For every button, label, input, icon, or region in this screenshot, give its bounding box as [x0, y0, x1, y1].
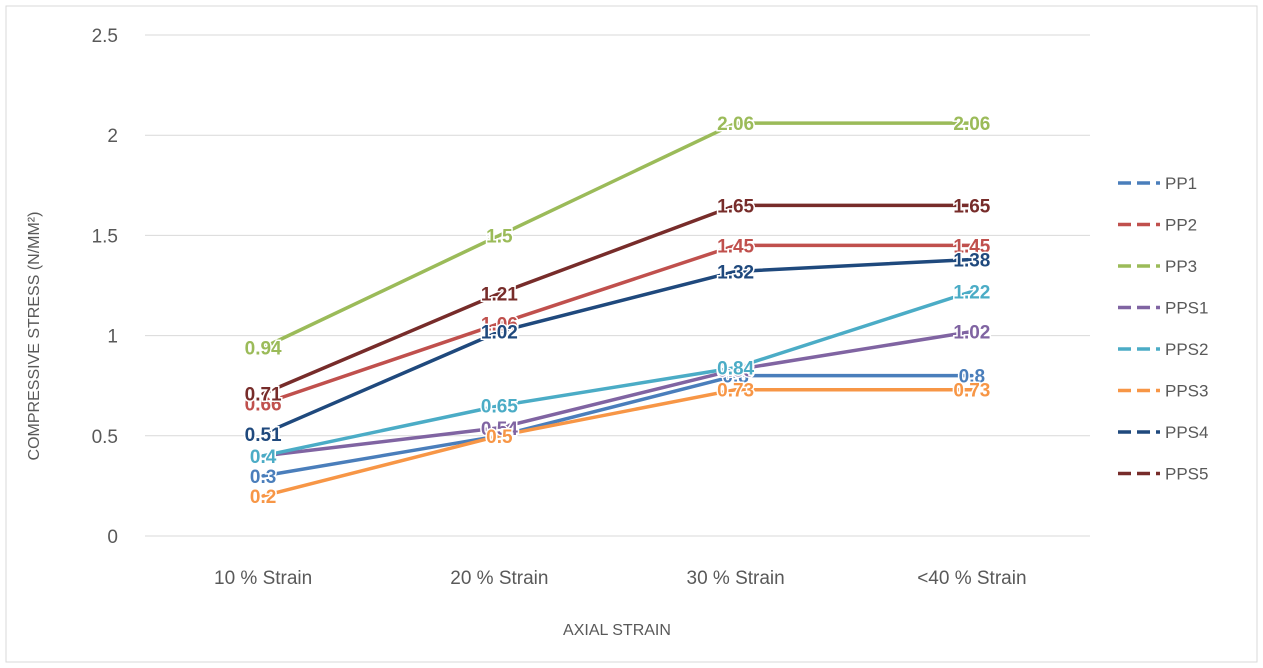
data-label-pps1: 0.83: [717, 361, 754, 382]
x-tick-label: 30 % Strain: [687, 568, 785, 589]
x-tick-label: 10 % Strain: [214, 568, 312, 589]
data-label-pps2: 0.65: [481, 397, 518, 418]
data-label-pp3: 2.06: [953, 114, 990, 135]
data-label-pps1: 0.54: [481, 419, 518, 440]
data-label-pp1: 0.3: [250, 467, 276, 488]
y-axis-ticks: 0 0.5 1 1.5 2 2.5: [92, 26, 118, 548]
data-label-pps1: 0.4: [250, 447, 277, 468]
data-label-pps5: 1.65: [717, 196, 754, 217]
series-line-pp3: [261, 121, 974, 350]
y-axis-title: COMPRESSIVE STRESS (N/MM²): [26, 212, 43, 461]
legend-label-pps1: PPS1: [1165, 299, 1208, 318]
legend-label-pp3: PP3: [1165, 257, 1197, 276]
data-label-pp1: 0.8: [722, 367, 748, 388]
data-label-pps4: 1.38: [953, 250, 990, 271]
x-tick-label: <40 % Strain: [917, 568, 1026, 589]
data-label-pps4: 1.02: [481, 323, 518, 344]
data-label-pps2: 1.22: [953, 283, 990, 304]
legend-label-pps5: PPS5: [1165, 465, 1208, 484]
series-line-pps4: [261, 257, 974, 436]
data-label-pp3: 0.94: [245, 339, 282, 360]
legend-label-pps4: PPS4: [1165, 423, 1208, 442]
data-label-pp1: 0.5: [486, 427, 513, 448]
data-label-pps2: 0.84: [717, 359, 754, 380]
legend-label-pps2: PPS2: [1165, 340, 1208, 359]
data-label-pp3: 1.5: [486, 226, 513, 247]
y-tick-label: 2.5: [92, 26, 118, 47]
series-line-pps3: [261, 387, 974, 498]
legend: PP1 PP2 PP3 PPS1 PPS2 PPS3 PPS4 PPS5: [1118, 174, 1208, 484]
data-label-pps3: 0.73: [717, 381, 754, 402]
data-label-pp2: 1.45: [717, 236, 754, 257]
series-line-pps2: [261, 289, 974, 458]
data-label-pps4: 1.32: [717, 262, 754, 283]
data-label-pp2: 1.45: [953, 236, 990, 257]
data-label-pp1: 0.8: [959, 367, 985, 388]
series-line-pps5: [261, 203, 974, 396]
series-lines: [261, 121, 974, 498]
data-label-pp3: 2.06: [717, 114, 754, 135]
data-label-pp2: 0.66: [245, 395, 282, 416]
x-tick-label: 20 % Strain: [450, 568, 548, 589]
y-tick-label: 2: [107, 126, 118, 147]
x-axis-ticks: 10 % Strain 20 % Strain 30 % Strain <40 % S…: [214, 568, 1027, 589]
chart-frame: [5, 5, 1258, 663]
legend-label-pp1: PP1: [1165, 174, 1197, 193]
data-label-pps3: 0.2: [250, 487, 276, 508]
data-label-pps3: 0.5: [486, 427, 513, 448]
y-tick-label: 1: [107, 327, 118, 348]
y-tick-label: 1.5: [92, 226, 118, 247]
y-tick-label: 0: [107, 527, 118, 548]
data-label-pps4: 0.51: [245, 425, 282, 446]
gridlines: [145, 34, 1090, 537]
data-label-pps5: 0.71: [245, 385, 282, 406]
data-labels: 0.3 0.5 0.8 0.8 0.66 1.06 1.45 1.45 0.94 1.5 2.06 2…: [243, 113, 992, 510]
legend-label-pps3: PPS3: [1165, 382, 1208, 401]
data-label-pps5: 1.21: [481, 285, 518, 306]
data-label-pps5: 1.65: [953, 196, 990, 217]
data-label-pps2: 0.4: [250, 447, 277, 468]
series-line-pp1: [261, 373, 974, 478]
series-line-pp2: [261, 243, 974, 406]
data-label-pps3: 0.73: [953, 381, 990, 402]
data-label-pp2: 1.06: [481, 315, 518, 336]
data-label-pps1: 1.02: [953, 323, 990, 344]
x-axis-title: AXIAL STRAIN: [563, 622, 671, 639]
y-tick-label: 0.5: [92, 427, 118, 448]
legend-label-pp2: PP2: [1165, 216, 1197, 235]
series-line-pps1: [261, 329, 974, 458]
